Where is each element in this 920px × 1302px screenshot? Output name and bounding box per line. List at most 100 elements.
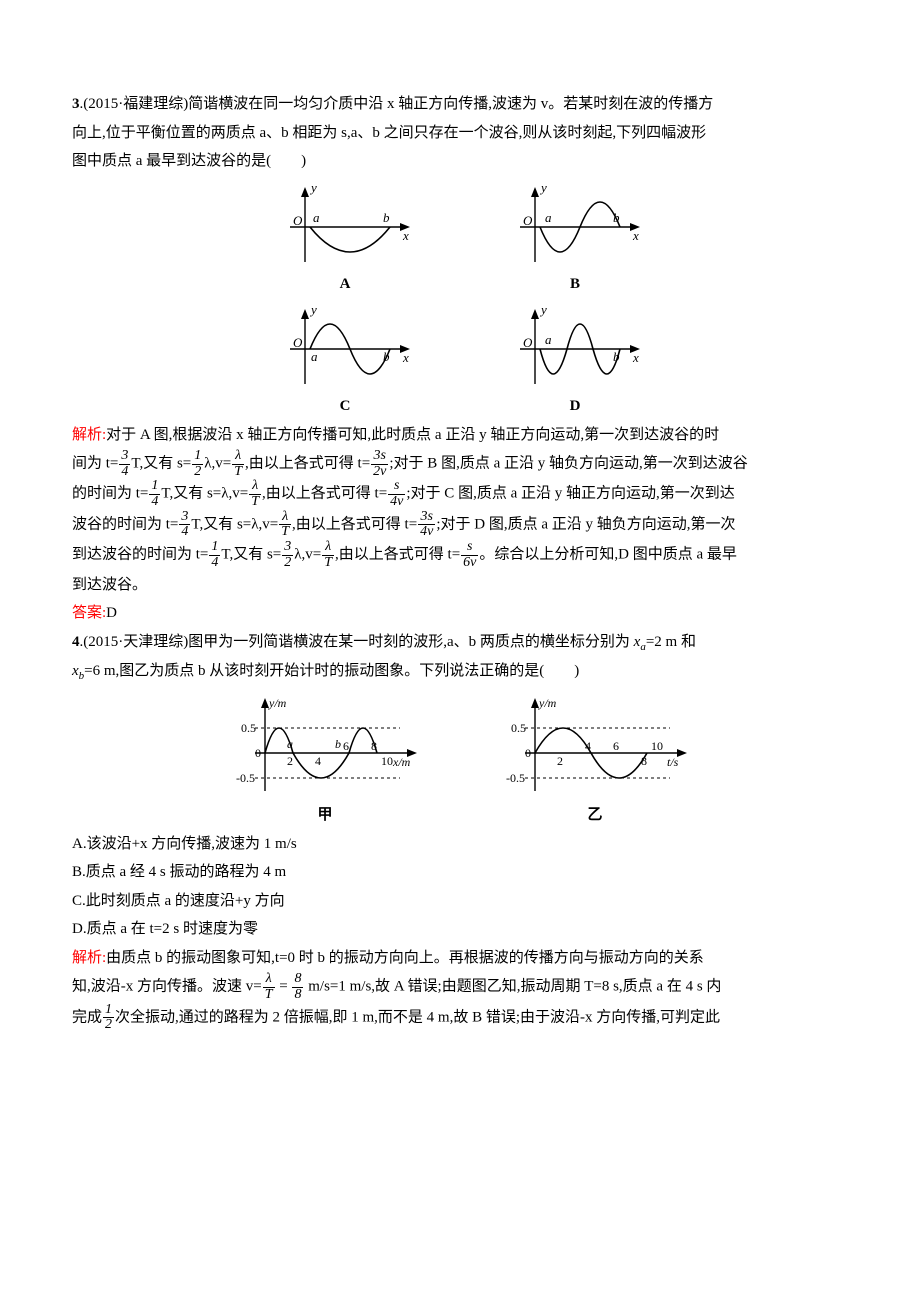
frac-l-T: λT xyxy=(231,449,245,479)
q4-frac-12: 12 xyxy=(102,1003,115,1033)
ans-value: D xyxy=(106,605,117,621)
svg-text:y/m: y/m xyxy=(268,696,287,710)
svg-text:4: 4 xyxy=(315,754,321,768)
q4-optD: D.质点 a 在 t=2 s 时速度为零 xyxy=(72,915,848,944)
sol-label: 解析: xyxy=(72,427,106,443)
q4-optB: B.质点 a 经 4 s 振动的路程为 4 m xyxy=(72,858,848,887)
q3-fig-row1: O y x a b A O y x a b B xyxy=(72,182,848,299)
svg-text:b: b xyxy=(383,349,390,364)
q3-sol-line4: 波谷的时间为 t=34T,又有 s=λ,v=λT,由以上各式可得 t=3s4v;… xyxy=(72,510,848,540)
svg-text:x: x xyxy=(402,350,409,365)
q3-stem-line1: 3.(2015·福建理综)简谐横波在同一均匀介质中沿 x 轴正方向传播,波速为 … xyxy=(72,90,848,119)
frac-s-4v: s4v xyxy=(387,479,406,509)
svg-text:x: x xyxy=(632,228,639,243)
xb: x xyxy=(72,663,79,679)
fig-label-yi: 乙 xyxy=(495,801,695,830)
svg-text:10: 10 xyxy=(381,754,393,768)
frac-l-T-b: λT xyxy=(248,479,262,509)
wave-A-svg: O y x a b xyxy=(275,182,415,272)
frac-3s-2v: 3s2v xyxy=(370,449,389,479)
svg-text:0: 0 xyxy=(255,746,261,760)
frac-3-4: 34 xyxy=(118,449,131,479)
svg-text:-0.5: -0.5 xyxy=(506,771,525,785)
q3-stem-line3: 图中质点 a 最早到达波谷的是( ) xyxy=(72,147,848,176)
svg-text:8: 8 xyxy=(371,739,377,753)
wave-B-svg: O y x a b xyxy=(505,182,645,272)
svg-text:y: y xyxy=(539,304,547,317)
q3-number: 3 xyxy=(72,96,80,112)
svg-text:O: O xyxy=(293,335,303,350)
svg-text:a: a xyxy=(287,737,293,751)
svg-text:0.5: 0.5 xyxy=(241,721,256,735)
frac-l-T-d: λT xyxy=(321,540,335,570)
svg-text:y: y xyxy=(309,304,317,317)
svg-text:b: b xyxy=(613,210,620,225)
frac-s-6v: s6v xyxy=(460,540,479,570)
frac-1-4-d: 14 xyxy=(208,540,221,570)
svg-text:2: 2 xyxy=(287,754,293,768)
q3-sol-line5: 到达波谷的时间为 t=14T,又有 s=32λ,v=λT,由以上各式可得 t=s… xyxy=(72,540,848,570)
frac-1-2: 12 xyxy=(191,449,204,479)
svg-text:y/m: y/m xyxy=(538,696,557,710)
q3-fig-B: O y x a b B xyxy=(505,182,645,299)
q4-wave-jia-svg: y/m x/m 0.5 0 -0.5 2 4 6 8 10 a b xyxy=(225,693,425,803)
svg-text:a: a xyxy=(313,210,320,225)
ans-label: 答案: xyxy=(72,605,106,621)
svg-text:a: a xyxy=(545,210,552,225)
q3-fig-A: O y x a b A xyxy=(275,182,415,299)
svg-text:O: O xyxy=(523,213,533,228)
svg-text:a: a xyxy=(545,332,552,347)
q3-stem-line2: 向上,位于平衡位置的两质点 a、b 相距为 s,a、b 之间只存在一个波谷,则从… xyxy=(72,119,848,148)
q4-source: .(2015·天津理综) xyxy=(80,634,189,650)
q4-fig-row: y/m x/m 0.5 0 -0.5 2 4 6 8 10 a b 甲 y/m … xyxy=(72,693,848,830)
q4-sol-line2: 知,波沿-x 方向传播。波速 v=λT = 88 m/s=1 m/s,故 A 错… xyxy=(72,972,848,1002)
frac-3-2: 32 xyxy=(281,540,294,570)
svg-text:0.5: 0.5 xyxy=(511,721,526,735)
svg-text:4: 4 xyxy=(585,739,591,753)
svg-text:x: x xyxy=(632,350,639,365)
svg-text:x/m: x/m xyxy=(392,755,411,769)
svg-text:b: b xyxy=(335,737,341,751)
svg-text:O: O xyxy=(523,335,533,350)
fig-label-B: B xyxy=(505,270,645,299)
q3-source: .(2015·福建理综) xyxy=(80,96,189,112)
q4-optA: A.该波沿+x 方向传播,波速为 1 m/s xyxy=(72,830,848,859)
frac-3s-4v: 3s4v xyxy=(417,510,436,540)
svg-text:6: 6 xyxy=(613,739,619,753)
svg-text:O: O xyxy=(293,213,303,228)
q4-optC: C.此时刻质点 a 的速度沿+y 方向 xyxy=(72,887,848,916)
svg-text:b: b xyxy=(613,349,620,364)
svg-text:0: 0 xyxy=(525,746,531,760)
svg-text:8: 8 xyxy=(641,754,647,768)
q3-fig-C: O y x a b C xyxy=(275,304,415,421)
q4-frac-88: 88 xyxy=(291,972,304,1002)
q4-sol-line1: 解析:由质点 b 的振动图象可知,t=0 时 b 的振动方向向上。再根据波的传播… xyxy=(72,944,848,973)
q3-sol-line3: 的时间为 t=14T,又有 s=λ,v=λT,由以上各式可得 t=s4v;对于 … xyxy=(72,479,848,509)
q4-sol-label: 解析: xyxy=(72,950,106,966)
wave-C-svg: O y x a b xyxy=(275,304,415,394)
q3-sol-line6: 到达波谷。 xyxy=(72,571,848,600)
svg-text:x: x xyxy=(402,228,409,243)
frac-l-T-c: λT xyxy=(278,510,292,540)
q4-number: 4 xyxy=(72,634,80,650)
svg-text:a: a xyxy=(311,349,318,364)
wave-D-svg: O y x a b xyxy=(505,304,645,394)
q4-frac-lT: λT xyxy=(262,972,276,1002)
q3-answer: 答案:D xyxy=(72,599,848,628)
fig-label-jia: 甲 xyxy=(225,801,425,830)
fig-label-A: A xyxy=(275,270,415,299)
q3-fig-row2: O y x a b C O y x a b D xyxy=(72,304,848,421)
frac-1-4-b: 14 xyxy=(148,479,161,509)
svg-text:10: 10 xyxy=(651,739,663,753)
q3-stem1: 简谐横波在同一均匀介质中沿 x 轴正方向传播,波速为 v。若某时刻在波的传播方 xyxy=(188,96,713,112)
svg-text:6: 6 xyxy=(343,739,349,753)
svg-text:b: b xyxy=(383,210,390,225)
svg-text:t/s: t/s xyxy=(667,755,679,769)
frac-3-4-c: 34 xyxy=(178,510,191,540)
q3-sol-line1: 解析:对于 A 图,根据波沿 x 轴正方向传播可知,此时质点 a 正沿 y 轴正… xyxy=(72,421,848,450)
q4-fig-yi: y/m t/s 0.5 0 -0.5 2 4 6 8 10 乙 xyxy=(495,693,695,830)
q4-stem-line1: 4.(2015·天津理综)图甲为一列简谐横波在某一时刻的波形,a、b 两质点的横… xyxy=(72,628,848,658)
q3-sol-line2: 间为 t=34T,又有 s=12λ,v=λT,由以上各式可得 t=3s2v;对于… xyxy=(72,449,848,479)
svg-text:y: y xyxy=(539,182,547,195)
svg-text:2: 2 xyxy=(557,754,563,768)
